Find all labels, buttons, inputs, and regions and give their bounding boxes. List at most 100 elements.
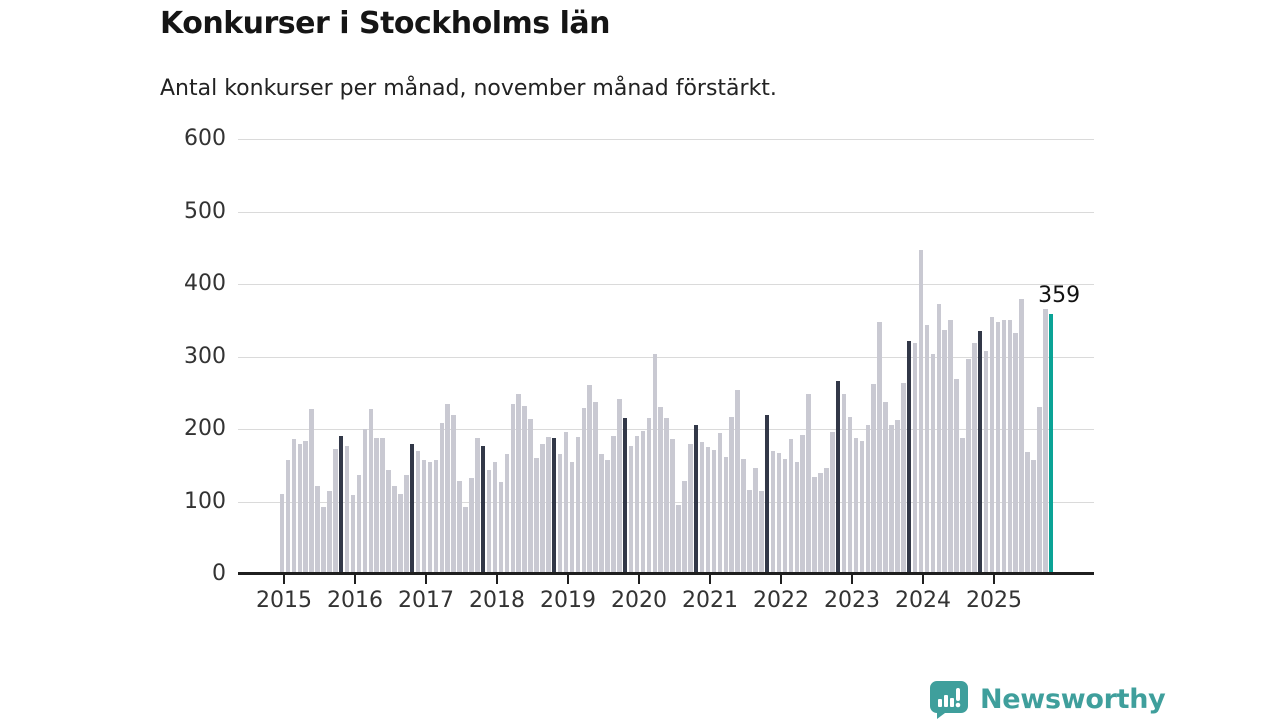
bar-2024-10 (972, 342, 977, 574)
bar-2015-08 (321, 507, 326, 574)
x-axis-label-2025: 2025 (966, 588, 1022, 613)
bar-2024-11 (977, 331, 983, 574)
bar-2018-08 (534, 458, 539, 574)
bar-2019-01 (563, 431, 569, 574)
x-axis-line (238, 572, 1094, 575)
bar-2019-03 (575, 437, 581, 574)
bar-2017-09 (469, 478, 474, 574)
bar-2020-10 (688, 443, 693, 574)
bar-2024-01 (918, 249, 924, 574)
bar-2015-10 (333, 449, 338, 574)
bar-2016-06 (380, 438, 385, 574)
bar-2015-12 (344, 445, 350, 574)
bar-2022-02 (782, 458, 788, 574)
bar-2022-11 (835, 381, 841, 574)
bar-2024-04 (936, 303, 942, 574)
x-axis-tick-2019 (567, 575, 569, 584)
x-axis-tick-2022 (780, 575, 782, 584)
bar-2022-05 (800, 434, 805, 574)
bar-2023-06 (877, 321, 882, 574)
bar-2023-02 (853, 438, 859, 574)
bar-2022-10 (830, 431, 835, 574)
x-axis-tick-2017 (425, 575, 427, 584)
bar-2018-03 (504, 453, 510, 574)
bar-2020-08 (676, 505, 681, 574)
y-axis-label-600: 600 (184, 126, 226, 151)
bar-2024-03 (930, 354, 936, 574)
bar-2016-12 (415, 450, 421, 575)
bar-2023-04 (865, 425, 871, 574)
bar-2021-06 (735, 389, 740, 575)
bar-2024-07 (954, 379, 959, 574)
bar-2023-01 (847, 417, 853, 574)
brand-name: Newsworthy (980, 683, 1166, 715)
x-axis-label-2019: 2019 (540, 588, 596, 613)
gridline-400 (238, 284, 1094, 285)
bar-2015-04 (297, 443, 303, 574)
gridline-300 (238, 356, 1094, 358)
bar-2018-11 (551, 437, 557, 574)
bar-2015-09 (327, 490, 332, 574)
bar-2025-11 (1048, 313, 1054, 574)
bar-2025-10 (1043, 308, 1048, 574)
y-axis-label-200: 200 (184, 416, 226, 441)
bar-2021-05 (729, 416, 734, 574)
bar-2022-12 (841, 394, 847, 574)
bar-2021-07 (741, 458, 746, 574)
bar-2024-12 (983, 351, 989, 574)
bar-2015-02 (285, 460, 291, 574)
bar-2017-07 (457, 480, 462, 574)
bar-2020-01 (634, 436, 640, 575)
x-axis-label-2024: 2024 (895, 588, 951, 613)
bar-2023-03 (859, 441, 865, 574)
bar-2020-04 (652, 353, 658, 574)
bar-2021-03 (717, 432, 723, 574)
bar-2018-04 (510, 403, 516, 574)
bar-2020-11 (693, 425, 699, 574)
bar-2023-12 (912, 342, 918, 574)
x-axis-tick-2023 (851, 575, 853, 584)
bar-2021-01 (705, 447, 711, 574)
bar-2024-06 (948, 319, 953, 574)
bar-2025-04 (1007, 319, 1013, 574)
x-axis-tick-2015 (283, 575, 285, 584)
bar-2023-05 (871, 384, 876, 574)
bar-2022-03 (788, 439, 794, 574)
bar-2021-11 (764, 414, 770, 574)
bar-2019-10 (617, 398, 622, 574)
bar-2019-12 (628, 445, 634, 574)
x-axis-label-2022: 2022 (753, 588, 809, 613)
bar-2023-10 (901, 382, 906, 574)
bar-2025-08 (1031, 460, 1036, 574)
bar-2016-08 (392, 485, 397, 575)
bar-2016-03 (362, 429, 368, 574)
x-axis-label-2016: 2016 (327, 588, 383, 613)
bar-2025-09 (1037, 407, 1042, 575)
bar-2020-07 (670, 439, 675, 574)
bar-2018-10 (546, 437, 551, 574)
bar-2016-07 (386, 469, 391, 574)
gridline-600 (238, 139, 1094, 140)
x-axis-tick-2025 (993, 575, 995, 584)
bar-2019-09 (611, 435, 616, 574)
latest-value-label: 359 (1038, 282, 1081, 308)
bar-2025-06 (1019, 299, 1024, 574)
bar-2019-07 (599, 454, 604, 574)
bar-2016-01 (350, 495, 356, 574)
bar-2024-09 (966, 359, 971, 574)
bar-2016-09 (398, 493, 403, 574)
newsworthy-logo-icon (930, 679, 970, 719)
bar-2015-11 (338, 436, 344, 575)
bar-2023-07 (883, 402, 888, 574)
bar-2017-06 (451, 414, 456, 574)
bar-2021-04 (723, 457, 729, 574)
bar-2017-11 (480, 446, 486, 574)
x-axis-tick-2016 (354, 575, 356, 584)
bar-2020-05 (658, 407, 663, 575)
bar-2020-09 (682, 481, 687, 574)
bar-2018-07 (528, 418, 533, 575)
bar-2016-05 (374, 438, 379, 574)
bar-2019-08 (605, 460, 610, 574)
bar-2018-05 (516, 394, 521, 574)
bar-2015-06 (309, 408, 314, 574)
